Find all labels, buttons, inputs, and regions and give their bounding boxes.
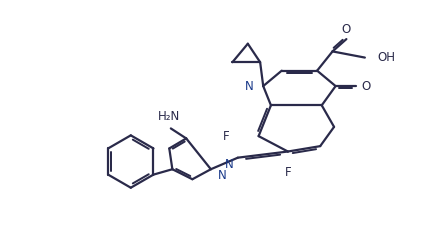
- Text: N: N: [245, 80, 254, 93]
- Text: F: F: [285, 166, 291, 179]
- Text: N: N: [218, 169, 227, 182]
- Text: O: O: [362, 80, 371, 93]
- Text: N: N: [225, 158, 234, 171]
- Text: F: F: [223, 130, 229, 143]
- Text: OH: OH: [377, 51, 395, 64]
- Text: O: O: [342, 23, 351, 36]
- Text: H₂N: H₂N: [158, 110, 181, 123]
